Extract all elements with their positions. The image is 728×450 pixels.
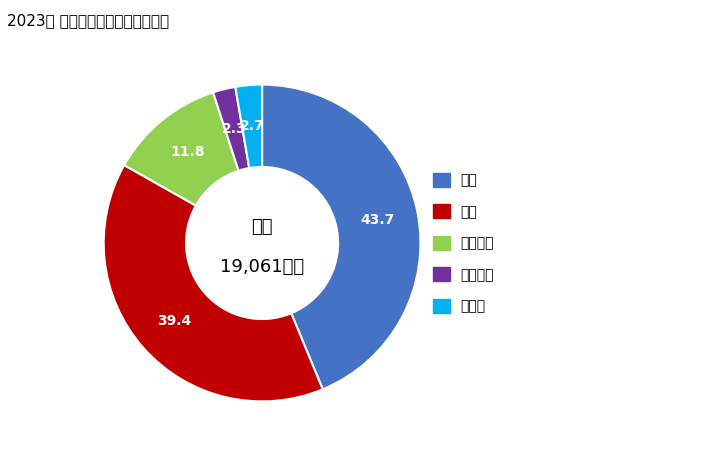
Text: 2023年 輸入相手国のシェア（％）: 2023年 輸入相手国のシェア（％） (7, 14, 170, 28)
Text: 11.8: 11.8 (170, 145, 205, 159)
Text: 43.7: 43.7 (360, 213, 394, 227)
Text: 2.3: 2.3 (221, 122, 246, 136)
Legend: 米国, 中国, メキシコ, フランス, その他: 米国, 中国, メキシコ, フランス, その他 (427, 167, 500, 319)
Text: 総額: 総額 (251, 218, 273, 236)
Wedge shape (103, 165, 323, 401)
Text: 2.7: 2.7 (240, 119, 264, 133)
Text: 39.4: 39.4 (157, 314, 191, 328)
Wedge shape (213, 87, 249, 171)
Wedge shape (235, 85, 262, 168)
Wedge shape (262, 85, 421, 389)
Wedge shape (124, 92, 239, 206)
Text: 19,061万円: 19,061万円 (220, 258, 304, 276)
